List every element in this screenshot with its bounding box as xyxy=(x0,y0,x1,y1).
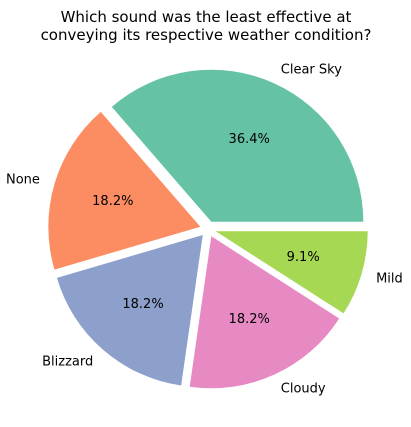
pct-label-blizzard: 18.2% xyxy=(122,297,163,312)
slice-label-blizzard: Blizzard xyxy=(42,354,93,369)
pie-slice-cloudy xyxy=(189,236,340,389)
slice-label-cloudy: Cloudy xyxy=(281,381,326,396)
chart-title-line-2: conveying its respective weather conditi… xyxy=(41,26,372,44)
slice-label-none: None xyxy=(6,173,40,188)
pct-label-clear-sky: 36.4% xyxy=(229,132,270,147)
pie-slices xyxy=(48,69,368,389)
pie-slice-mild xyxy=(215,231,368,314)
pie-slice-clear-sky xyxy=(111,69,364,222)
slice-label-mild: Mild xyxy=(376,271,403,286)
pie-slice-none xyxy=(48,111,201,270)
pct-label-cloudy: 18.2% xyxy=(229,312,270,327)
pie-slice-blizzard xyxy=(56,235,203,386)
pie-labels: 36.4% Clear Sky 18.2% None 18.2% Blizzard 18.2… xyxy=(6,63,403,397)
slice-label-clear-sky: Clear Sky xyxy=(281,63,342,78)
chart-title-line-1: Which sound was the least effective at xyxy=(61,8,352,26)
pct-label-none: 18.2% xyxy=(92,194,133,209)
pct-label-mild: 9.1% xyxy=(287,250,320,265)
